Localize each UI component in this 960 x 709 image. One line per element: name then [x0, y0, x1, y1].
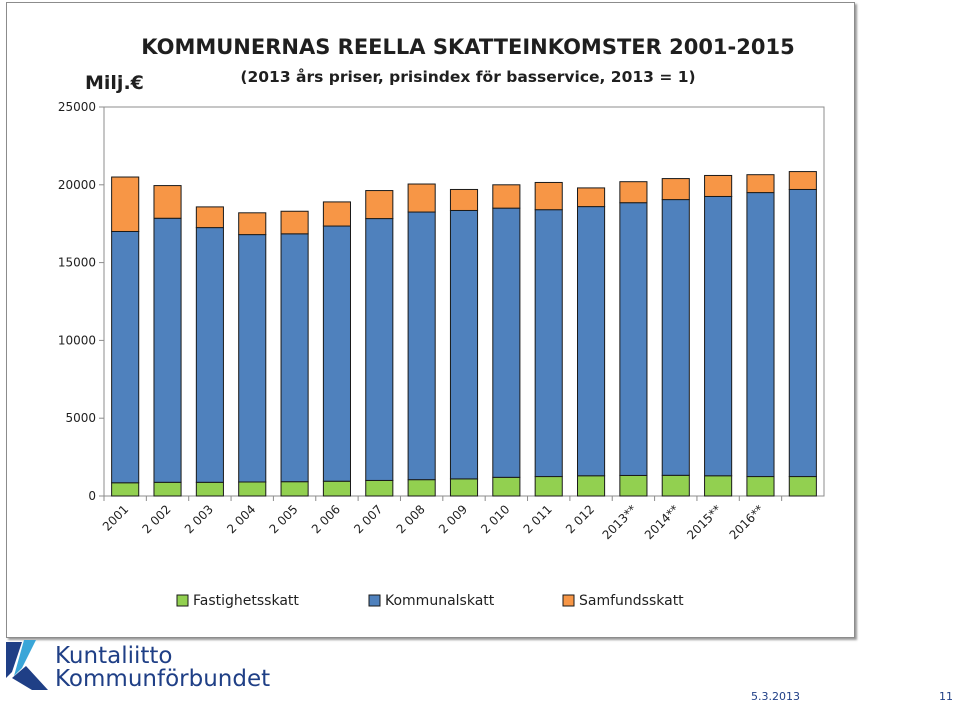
bar-segment-fastighetsskatt [111, 482, 140, 497]
bar-segment-fastighetsskatt [534, 476, 563, 497]
bar-segment-kommunalskatt [280, 233, 309, 483]
bar-segment-kommunalskatt [577, 206, 606, 477]
x-tick-label: 2 012 [563, 502, 597, 536]
bar-segment-fastighetsskatt [788, 476, 817, 497]
y-axis-unit-label: Milj.€ [85, 72, 144, 94]
bar-segment-fastighetsskatt [619, 474, 648, 497]
bar-segment-fastighetsskatt [407, 479, 436, 497]
bar-segment-samfundsskatt [153, 185, 182, 219]
x-tick-label: 2 008 [394, 502, 428, 536]
footer-date: 5.3.2013 [751, 690, 800, 703]
x-tick-label: 2014** [642, 502, 682, 542]
x-tick-label: 2 006 [309, 502, 343, 536]
x-tick-label: 2 011 [521, 502, 555, 536]
x-tick-label: 2 002 [139, 502, 173, 536]
logo-mark-icon [6, 640, 48, 690]
logo-text-finnish: Kuntaliitto [55, 643, 173, 669]
x-tick-label: 2 007 [351, 502, 385, 536]
bar-segment-fastighetsskatt [365, 479, 394, 497]
bar-segment-kommunalskatt [365, 218, 394, 481]
bar-segment-kommunalskatt [111, 230, 140, 484]
bar-segment-kommunalskatt [238, 234, 267, 483]
bar-segment-kommunalskatt [195, 227, 224, 483]
bar-segment-kommunalskatt [449, 209, 479, 480]
bar-segment-samfundsskatt [238, 212, 267, 236]
bar-segment-kommunalskatt [746, 192, 775, 478]
legend-label-samfundsskatt: Samfundsskatt [579, 593, 684, 609]
bar-segment-kommunalskatt [788, 188, 817, 478]
x-tick-label: 2 010 [478, 502, 512, 536]
logo-text-swedish: Kommunförbundet [55, 666, 271, 692]
x-tick-label: 2016** [727, 502, 767, 542]
bar-segment-kommunalskatt [619, 202, 648, 476]
bar-segment-samfundsskatt [534, 181, 563, 211]
chart-subtitle: (2013 års priser, prisindex för basservi… [240, 67, 695, 86]
bar-segment-samfundsskatt [577, 187, 606, 208]
x-tick-label: 2 004 [224, 502, 258, 536]
bar-segment-fastighetsskatt [280, 481, 309, 497]
y-tick-label: 5000 [65, 411, 96, 425]
bar-segment-fastighetsskatt [238, 481, 267, 497]
bar-segment-samfundsskatt [365, 190, 394, 220]
page-number: 11 [939, 690, 953, 703]
legend-label-fastighetsskatt: Fastighetsskatt [193, 593, 299, 609]
legend-swatch-kommunalskatt [368, 594, 381, 607]
y-tick-label: 20000 [58, 178, 96, 192]
bar-segment-samfundsskatt [661, 178, 690, 201]
y-tick-label: 0 [88, 489, 96, 503]
bar-segment-samfundsskatt [111, 176, 140, 232]
bar-segment-fastighetsskatt [195, 481, 224, 497]
bar-segment-kommunalskatt [492, 207, 521, 478]
bar-segment-fastighetsskatt [577, 475, 606, 497]
chart-title: KOMMUNERNAS REELLA SKATTEINKOMSTER 2001-… [141, 35, 794, 59]
bar-segment-samfundsskatt [280, 210, 309, 235]
bar-segment-fastighetsskatt [746, 476, 775, 497]
legend-label-kommunalskatt: Kommunalskatt [385, 593, 495, 609]
stacked-bar-chart: KOMMUNERNAS REELLA SKATTEINKOMSTER 2001-… [58, 35, 825, 609]
bar-segment-samfundsskatt [704, 174, 733, 197]
bar-segment-fastighetsskatt [322, 480, 351, 497]
bar-segment-samfundsskatt [322, 201, 351, 227]
bar-segment-fastighetsskatt [492, 476, 521, 497]
bar-segment-fastighetsskatt [704, 475, 733, 497]
bar-segment-samfundsskatt [746, 174, 775, 194]
y-tick-label: 10000 [58, 333, 96, 347]
bar-segment-samfundsskatt [407, 183, 436, 213]
x-tick-label: 2 009 [436, 502, 470, 536]
chart-frame: KOMMUNERNAS REELLA SKATTEINKOMSTER 2001-… [6, 2, 855, 638]
bar-segment-samfundsskatt [619, 181, 648, 204]
y-tick-label: 25000 [58, 100, 96, 114]
bar-segment-fastighetsskatt [153, 481, 182, 497]
bar-segment-samfundsskatt [195, 206, 224, 229]
bar-segment-samfundsskatt [788, 171, 817, 190]
x-tick-label: 2001 [100, 502, 131, 533]
y-tick-label: 15000 [58, 256, 96, 270]
kuntaliitto-logo: Kuntaliitto Kommunförbundet [2, 636, 270, 694]
bar-segment-kommunalskatt [661, 199, 690, 476]
x-tick-label: 2 005 [267, 502, 301, 536]
x-tick-label: 2 003 [182, 502, 216, 536]
bar-segment-samfundsskatt [449, 188, 479, 211]
bar-segment-kommunalskatt [322, 225, 351, 482]
legend-swatch-samfundsskatt [562, 594, 575, 607]
bar-segment-fastighetsskatt [449, 478, 479, 497]
legend: Fastighetsskatt Kommunalskatt Samfundsskat… [176, 593, 684, 609]
bar-segment-kommunalskatt [534, 209, 563, 478]
bar-segment-kommunalskatt [153, 217, 182, 483]
legend-swatch-fastighetsskatt [176, 594, 189, 607]
x-tick-label: 2013** [600, 502, 640, 542]
bar-segment-fastighetsskatt [661, 474, 690, 497]
x-tick-label: 2015** [684, 502, 724, 542]
bar-segment-samfundsskatt [492, 184, 521, 209]
bar-segment-kommunalskatt [704, 195, 733, 477]
bar-segment-kommunalskatt [407, 211, 436, 481]
